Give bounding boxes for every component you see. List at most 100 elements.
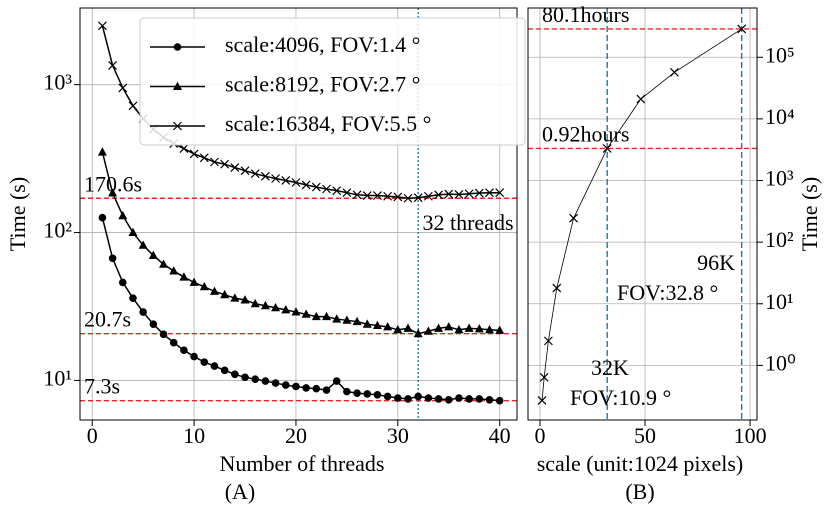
marker: [292, 382, 300, 391]
marker: [312, 384, 321, 393]
caption: (B): [625, 479, 654, 504]
marker: [108, 60, 118, 70]
marker: [281, 381, 290, 389]
marker: [173, 121, 182, 131]
reference-label: 20.7s: [84, 307, 131, 332]
marker: [180, 346, 188, 355]
marker: [128, 101, 138, 111]
marker: [118, 210, 128, 220]
marker: [543, 336, 553, 346]
marker: [464, 189, 474, 199]
marker: [311, 182, 321, 192]
marker: [169, 266, 179, 275]
marker: [260, 300, 270, 310]
marker: [261, 377, 270, 385]
marker: [670, 67, 679, 77]
marker: [636, 94, 646, 104]
marker: [423, 191, 433, 201]
marker: [495, 325, 505, 334]
y-tick-label: 10²: [43, 218, 72, 243]
marker: [220, 289, 230, 299]
marker: [372, 320, 382, 330]
x-axis-label: Number of threads: [220, 451, 385, 476]
annotation: FOV:32.8 °: [617, 280, 718, 305]
marker: [393, 324, 403, 334]
x-tick-label: 40: [489, 423, 511, 448]
marker: [210, 157, 219, 167]
marker: [455, 394, 463, 402]
marker: [148, 250, 158, 259]
marker: [139, 308, 147, 316]
marker: [444, 395, 453, 404]
marker: [495, 396, 504, 405]
marker: [495, 188, 505, 198]
marker: [301, 180, 311, 190]
marker: [200, 358, 209, 366]
marker: [302, 384, 310, 392]
caption: (A): [225, 479, 256, 504]
marker: [250, 169, 260, 179]
y-axis-label: Time (s): [5, 177, 30, 251]
y-axis-label: Time (s): [797, 177, 822, 251]
x-tick-label: 100: [734, 423, 767, 448]
marker: [383, 322, 393, 331]
marker: [210, 362, 219, 370]
annotation: FOV:10.9 °: [570, 385, 671, 410]
marker: [343, 387, 351, 396]
marker: [373, 191, 382, 200]
marker: [569, 213, 579, 223]
reference-label: 32K: [591, 355, 629, 380]
y-tick-label: 10⁵: [765, 42, 795, 67]
marker: [342, 315, 352, 324]
marker: [332, 377, 341, 385]
marker: [362, 191, 372, 200]
marker: [189, 277, 199, 286]
y-tick-label: 10³: [765, 166, 794, 191]
marker: [444, 322, 454, 331]
reference-label: 0.92hours: [542, 122, 629, 147]
y-tick-label: 10³: [43, 70, 72, 95]
marker: [444, 189, 454, 199]
marker: [169, 338, 178, 347]
series-line: [101, 217, 500, 402]
marker: [173, 81, 182, 90]
marker: [199, 281, 209, 291]
plot-frame: [527, 7, 758, 421]
marker: [149, 320, 158, 329]
marker: [362, 319, 372, 328]
marker: [230, 293, 240, 302]
marker: [383, 392, 392, 401]
marker: [602, 144, 612, 153]
marker: [271, 174, 281, 183]
marker: [301, 309, 311, 318]
marker: [159, 330, 168, 339]
x-tick-label: 20: [285, 423, 307, 448]
marker: [464, 323, 474, 332]
marker: [240, 166, 250, 176]
marker: [118, 83, 128, 93]
marker: [291, 178, 301, 187]
marker: [434, 190, 443, 200]
marker: [260, 171, 270, 181]
marker: [250, 298, 260, 308]
marker: [291, 307, 301, 316]
marker: [383, 191, 393, 201]
marker: [404, 395, 412, 403]
marker: [342, 188, 352, 198]
marker: [108, 188, 118, 197]
marker: [414, 392, 422, 401]
marker: [322, 311, 332, 321]
marker: [485, 395, 494, 404]
marker: [271, 302, 281, 312]
marker: [424, 394, 433, 402]
legend-label: scale:8192, FOV:2.7 °: [225, 72, 420, 97]
marker: [363, 390, 372, 398]
y-tick-label: 10⁴: [765, 104, 795, 129]
marker: [403, 193, 413, 203]
y-tick-label: 10²: [765, 227, 794, 252]
legend-label: scale:4096, FOV:1.4 °: [225, 32, 420, 57]
y-tick-label: 10⁰: [765, 350, 796, 375]
marker: [352, 316, 362, 326]
marker: [322, 184, 331, 194]
marker: [353, 389, 361, 397]
